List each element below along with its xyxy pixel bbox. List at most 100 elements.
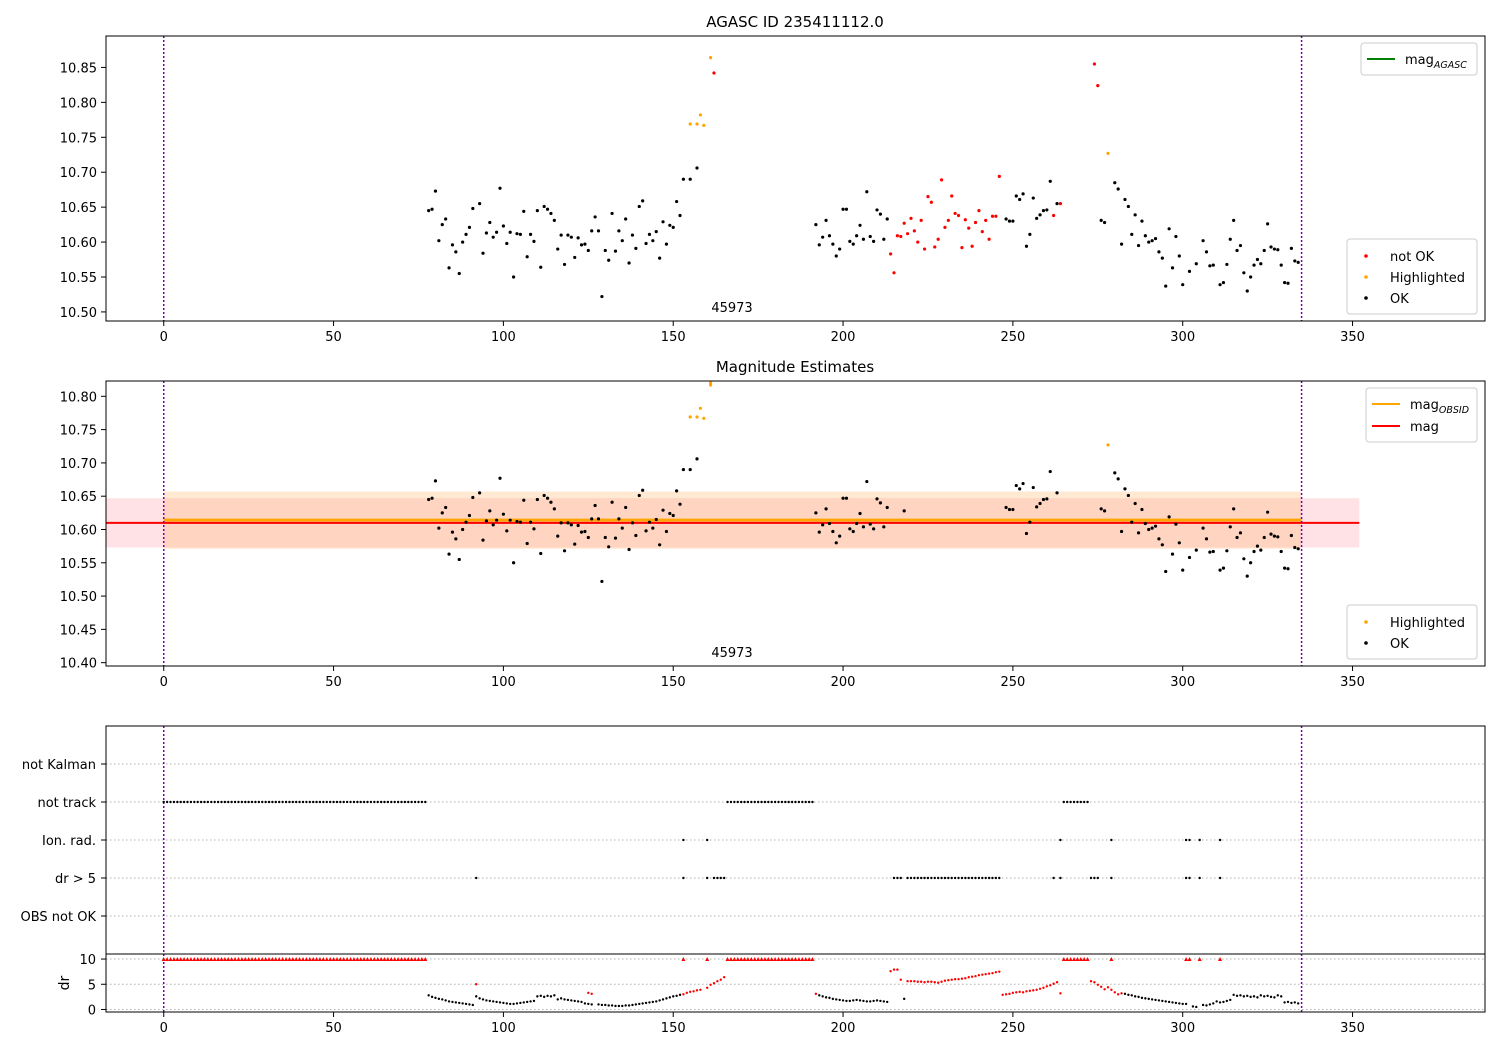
- dr-point-ok: [638, 1002, 641, 1006]
- point-ok: [831, 529, 835, 534]
- flag-row-label: dr > 5: [55, 872, 96, 887]
- flag-point: [407, 800, 410, 804]
- point-ok: [814, 511, 818, 515]
- dr-point-not-ok: [716, 980, 719, 983]
- point-ok: [505, 241, 509, 246]
- flag-point: [1052, 876, 1055, 880]
- dr-clipped-point: [290, 957, 295, 962]
- x-tick-label: 200: [831, 330, 856, 345]
- panel-2-frame: [105, 380, 1486, 667]
- dr-point-ok: [1154, 998, 1157, 1002]
- dr-point-ok: [1229, 998, 1232, 1002]
- point-ok: [511, 561, 516, 565]
- flag-point: [305, 800, 308, 804]
- dr-point-ok: [1171, 1001, 1174, 1004]
- dr-point-not-ok: [1028, 989, 1032, 993]
- dr-point-ok: [590, 1003, 593, 1006]
- dr-clipped-point: [209, 957, 214, 962]
- dr-point-ok: [1127, 993, 1130, 997]
- dr-point-ok: [1208, 1003, 1212, 1006]
- legend-point-swatch: [1364, 641, 1368, 645]
- flag-point: [196, 800, 199, 804]
- dr-point-ok: [525, 1000, 529, 1004]
- dr-point-not-ok: [1052, 982, 1055, 985]
- dr-point-ok: [621, 1004, 624, 1008]
- dr-point-not-ok: [1093, 981, 1096, 984]
- point-ok: [1279, 549, 1283, 554]
- dr-point-not-ok: [1035, 988, 1038, 992]
- point-ok: [817, 530, 821, 534]
- flag-point: [162, 800, 165, 804]
- point-ok: [1269, 245, 1273, 249]
- point-ok: [600, 579, 604, 584]
- dr-point-ok: [583, 1002, 587, 1005]
- point-ok: [630, 521, 635, 525]
- point-ok: [841, 496, 845, 500]
- flag-point: [705, 838, 709, 842]
- flag-point: [182, 800, 186, 804]
- point-ok: [1113, 471, 1117, 475]
- legend-point-swatch: [1364, 296, 1368, 300]
- dr-point-ok: [821, 995, 824, 998]
- point-ok: [607, 545, 611, 549]
- point-ok: [1102, 220, 1107, 225]
- dr-point-not-ok: [814, 992, 818, 996]
- point-ok: [542, 493, 546, 498]
- dr-point-ok: [536, 995, 539, 998]
- dr-point-not-ok: [712, 982, 716, 985]
- point-ok: [573, 542, 577, 546]
- dr-point-ok: [1235, 994, 1239, 998]
- dr-point-not-ok: [947, 979, 950, 982]
- flag-point: [801, 800, 804, 804]
- dr-point-ok: [539, 994, 542, 998]
- dr-point-ok: [576, 1000, 580, 1003]
- flag-point: [987, 876, 991, 880]
- point-ok: [573, 255, 577, 260]
- point-ok: [464, 232, 468, 236]
- panel-1-legend-bottom: not OK Highlighted OK: [1346, 238, 1478, 315]
- dr-point-ok: [869, 1000, 872, 1003]
- legend-point-label: OK: [1390, 637, 1409, 652]
- dr-point-ok: [444, 999, 447, 1002]
- flag-point: [210, 800, 213, 804]
- dr-clipped-point: [423, 957, 428, 962]
- dr-point-ok: [1201, 1003, 1205, 1007]
- dr-point-ok: [471, 1003, 475, 1007]
- dr-point-not-ok: [923, 981, 926, 984]
- point-ok: [522, 209, 526, 213]
- dr-point-not-ok: [689, 990, 692, 994]
- dr-point-not-ok: [960, 977, 964, 980]
- dr-point-not-ok: [950, 978, 953, 981]
- dr-point-not-ok: [1045, 985, 1049, 988]
- flag-point: [722, 876, 726, 880]
- point-ok: [583, 242, 587, 246]
- x-tick-label: 150: [661, 1021, 686, 1036]
- dr-point-not-ok: [892, 968, 896, 971]
- dr-point-not-ok: [1096, 983, 1099, 986]
- dr-clipped-point: [372, 957, 377, 962]
- flag-point: [953, 876, 957, 880]
- point-ok: [1259, 262, 1263, 266]
- flag-point: [169, 800, 172, 804]
- point-ok: [647, 520, 652, 524]
- point-ok: [450, 530, 455, 534]
- point-ok: [678, 213, 682, 218]
- dr-clipped-point: [365, 957, 370, 962]
- dr-clipped-point: [803, 957, 808, 962]
- flag-point: [726, 800, 729, 804]
- flag-point: [1184, 838, 1188, 842]
- dr-clipped-point: [294, 957, 299, 962]
- flag-point: [960, 876, 964, 880]
- point-ok: [1242, 271, 1246, 275]
- dr-point-not-ok: [919, 980, 923, 983]
- dr-clipped-point: [392, 957, 397, 962]
- point-not-ok: [963, 218, 967, 222]
- legend-box: [1346, 604, 1478, 660]
- point-ok: [590, 229, 594, 233]
- point-ok: [433, 479, 438, 483]
- dr-clipped-point: [222, 957, 227, 962]
- flag-point: [784, 800, 787, 804]
- point-not-ok: [987, 237, 991, 241]
- magnitude-estimates-panel: 0 50 100 150 200 250 300 350 10.40 10.45 10.50 10.5…: [60, 358, 1486, 690]
